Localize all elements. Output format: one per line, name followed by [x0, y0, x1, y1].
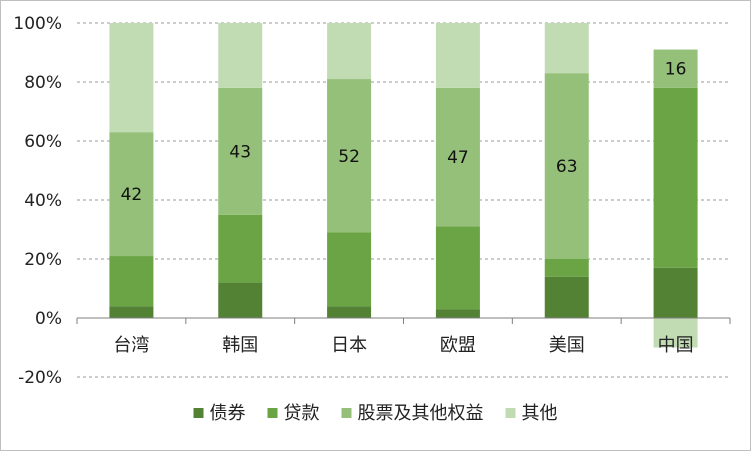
bar-segment — [327, 232, 372, 307]
x-axis: 台湾 韩国 日本 欧盟 美国 中国 — [76, 317, 731, 356]
data-label: 42 — [121, 185, 143, 205]
x-category-label: 韩国 — [222, 335, 258, 356]
bar-segment — [218, 23, 263, 88]
legend-label[interactable]: 贷款 — [284, 403, 320, 424]
bar-segment — [544, 23, 589, 74]
bar-segment — [327, 306, 372, 318]
data-labels: 42 43 52 47 63 16 — [121, 60, 687, 205]
legend-swatch — [505, 408, 516, 418]
bar-segment — [435, 23, 480, 88]
y-tick-label: 100% — [13, 14, 62, 34]
legend-label[interactable]: 债券 — [210, 403, 246, 424]
bar-segment — [327, 23, 372, 80]
legend[interactable]: 债券 贷款 股票及其他权益 其他 — [193, 403, 558, 424]
y-tick-label: 40% — [24, 191, 62, 211]
bar-segment — [653, 318, 698, 348]
bar-segment — [327, 79, 372, 233]
bar-segment — [218, 214, 263, 283]
bar-segment — [544, 73, 589, 260]
bar-segment — [109, 256, 154, 307]
data-label: 47 — [447, 148, 469, 168]
bar-segment — [435, 87, 480, 227]
bar-segment — [109, 306, 154, 318]
y-tick-label: 20% — [24, 250, 62, 270]
bar-segment — [653, 87, 698, 268]
data-label: 16 — [665, 60, 687, 80]
bar-segment — [218, 87, 263, 215]
legend-swatch — [193, 408, 204, 418]
x-category-label: 日本 — [331, 335, 367, 356]
bars — [109, 23, 698, 348]
y-axis-tick-labels: -20% 0% 20% 40% 60% 80% 100% — [13, 14, 62, 388]
bar-segment — [653, 267, 698, 318]
y-tick-label: -20% — [18, 368, 62, 388]
y-tick-label: 80% — [24, 73, 62, 93]
bar-segment — [435, 309, 480, 318]
legend-swatch — [341, 408, 352, 418]
bar-segment — [544, 276, 589, 318]
bar-segment — [218, 282, 263, 318]
data-label: 52 — [338, 147, 360, 167]
x-category-label: 中国 — [658, 335, 694, 356]
bar-segment — [653, 49, 698, 88]
bar-segment — [435, 226, 480, 310]
bar-segment — [109, 23, 154, 133]
bar-segment — [544, 259, 589, 277]
x-category-label: 台湾 — [113, 335, 149, 356]
data-label: 63 — [556, 157, 578, 177]
legend-swatch — [267, 408, 278, 418]
y-tick-label: 0% — [35, 309, 62, 329]
legend-label[interactable]: 其他 — [522, 403, 558, 424]
x-category-label: 欧盟 — [440, 335, 476, 356]
data-label: 43 — [229, 142, 251, 162]
legend-label[interactable]: 股票及其他权益 — [358, 403, 484, 424]
x-category-label: 美国 — [549, 335, 585, 356]
y-tick-label: 60% — [24, 132, 62, 152]
bar-segment — [109, 132, 154, 257]
